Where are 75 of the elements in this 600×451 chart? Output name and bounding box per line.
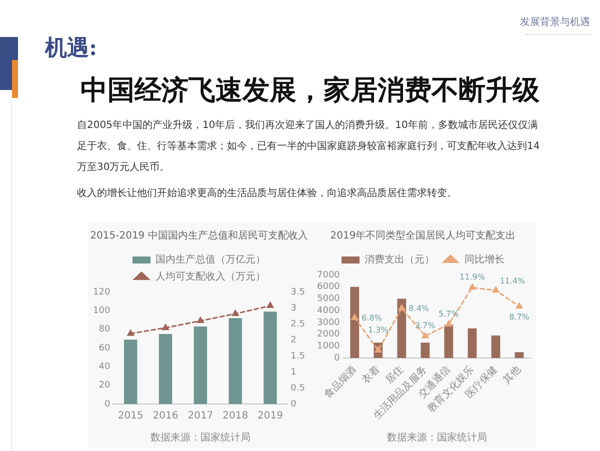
point xyxy=(516,302,523,309)
x-tick-label: 2019 xyxy=(258,410,283,422)
text: 发展背景与机遇 xyxy=(520,17,590,29)
point xyxy=(445,320,452,326)
y2-tick-label: 1 xyxy=(290,367,296,378)
data-label: 1.3% xyxy=(368,325,389,334)
y-tick-label: 120 xyxy=(92,287,110,298)
point xyxy=(127,330,134,336)
text: 自2005年中国的产业升级，10年后，我们再次迎来了国人的消费升级。10年前，多数城市居民还仅仅满足于衣、食、住、行等基本需求；如今，已有一半的中国家庭跻身较富裕家庭行列，可支配年收入达到14万至30万元人民币。 xyxy=(77,118,541,175)
x-tick-label: 2017 xyxy=(188,410,214,422)
x-tick-label: 2016 xyxy=(152,410,178,422)
bar xyxy=(228,318,242,404)
point xyxy=(351,314,358,320)
x-tick-label: 衣着 xyxy=(360,364,382,386)
bar xyxy=(444,324,454,358)
y2-tick-label: 2.5 xyxy=(290,319,306,330)
y-tick-label: 7000 xyxy=(317,270,340,280)
y2-tick-label: 2 xyxy=(290,335,296,346)
chart-title: 2015-2019 中国国内生产总值和居民可支配收入 xyxy=(90,230,308,242)
point xyxy=(266,302,274,308)
bar xyxy=(420,342,430,358)
bar xyxy=(397,298,406,358)
bar xyxy=(514,352,524,358)
y2-tick-label: 3.5 xyxy=(290,287,306,298)
point xyxy=(162,324,170,330)
chart-title: 2019年不同类型全国居民人均可支配支出 xyxy=(330,230,516,242)
legend-label: 国内生产总值（万亿元） xyxy=(156,254,266,266)
y-tick-label: 80 xyxy=(98,324,110,335)
legend-label: 消费支出（元） xyxy=(364,254,434,266)
data-label: 8.7% xyxy=(509,312,530,322)
x-tick-label: 2015 xyxy=(118,410,144,422)
y-tick-label: 3000 xyxy=(317,318,340,328)
point xyxy=(492,286,500,293)
y-tick-label: 100 xyxy=(92,306,110,316)
y-tick-label: 2000 xyxy=(317,330,340,340)
y2-tick-label: 3 xyxy=(290,303,296,314)
point xyxy=(232,310,239,316)
data-label: 11.4% xyxy=(500,276,526,286)
text: 中国经济飞速发展，家居消费不断升级 xyxy=(80,75,540,107)
y-tick-label: 6000 xyxy=(317,282,340,292)
y2-tick-label: 0.5 xyxy=(290,383,306,394)
bar xyxy=(124,340,138,404)
bar xyxy=(158,334,172,404)
source-note: 数据来源：国家统计局 xyxy=(150,432,250,444)
y-tick-label: 0 xyxy=(104,399,110,410)
y-tick-label: 1000 xyxy=(317,342,340,352)
data-label: 6.8% xyxy=(362,313,382,322)
source-note: 数据来源：国家统计局 xyxy=(386,432,487,444)
x-tick-label: 其他 xyxy=(500,364,524,386)
data-label: 8.4% xyxy=(408,304,430,313)
point xyxy=(196,316,204,324)
y-tick-label: 5000 xyxy=(317,294,340,304)
legend-label: 同比增长 xyxy=(464,254,504,266)
x-tick-label: 2018 xyxy=(222,410,248,422)
legend-label: 人均可支配收入（万元） xyxy=(156,270,266,283)
y2-tick-label: 1.5 xyxy=(290,351,306,362)
data-label: 3.7% xyxy=(415,321,436,330)
y-tick-label: 60 xyxy=(98,343,110,354)
y2-tick-label: 0 xyxy=(290,399,297,410)
bar xyxy=(491,335,500,358)
bar xyxy=(468,328,477,358)
bar xyxy=(194,326,208,404)
data-label: 11.9% xyxy=(460,272,486,282)
y-tick-label: 40 xyxy=(98,362,110,372)
bar xyxy=(350,286,360,358)
text: 机遇: xyxy=(45,35,98,61)
text: 收入的增长让他们开始追求更高的生活品质与居住体验，向追求高品质居住需求转变。 xyxy=(77,186,458,201)
y-tick-label: 20 xyxy=(98,380,110,391)
bar xyxy=(264,312,277,404)
y-tick-label: 4000 xyxy=(317,306,340,316)
point xyxy=(468,283,476,290)
point xyxy=(398,304,406,310)
x-tick-label: 食品烟酒 xyxy=(322,364,359,400)
y-tick-label: 0 xyxy=(334,353,340,364)
point xyxy=(422,332,429,338)
